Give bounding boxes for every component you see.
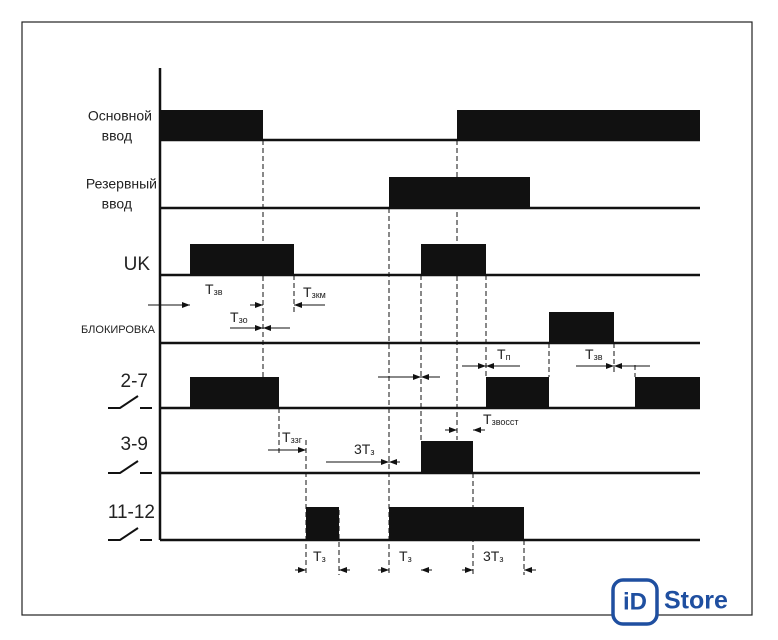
timing-label: Тп [497,346,511,363]
timing-label: Тз [313,548,326,565]
row-label: UK [124,254,151,275]
timing-sub: з [408,554,412,564]
arrows [148,302,650,573]
timing-sub: п [506,352,511,362]
timing-sub: звосст [492,417,519,427]
timing-label: Тзо [230,309,248,326]
pulses [160,110,700,540]
logo: iD Store [611,578,728,626]
timing-main: Т [303,284,312,300]
timing-label: Тз [399,548,412,565]
timing-main: 3Т [354,441,371,457]
row-labels: Основной ввод Резервный ввод UK БЛОКИРОВ… [81,108,157,523]
row-label: Резервный [86,176,157,192]
timing-main: Т [205,281,214,297]
timing-sub: зкм [312,290,326,300]
row-label: 3-9 [121,434,148,455]
frame [21,21,753,616]
timing-main: Т [483,411,492,427]
timing-main: Т [230,309,239,325]
row-label: 11-12 [108,502,155,523]
timing-sub: зо [239,315,248,325]
logo-mark: iD [623,588,647,615]
timing-main: 3Т [483,548,500,564]
timing-main: Т [585,346,594,362]
timing-label: Тзкм [303,284,326,301]
logo-text: Store [664,587,728,615]
timing-sub: з [322,554,326,564]
timing-label: 3Тз [354,441,374,458]
row-label: БЛОКИРОВКА [81,324,156,336]
timing-label: Тззг [282,429,303,446]
timing-main: Т [399,548,408,564]
timing-main: Т [282,429,291,445]
timing-main: Т [313,548,322,564]
timing-sub: з [370,447,374,457]
row-label: ввод [102,128,132,144]
row-label: Основной [88,108,152,124]
timing-main: Т [497,346,506,362]
timing-sub: ззг [291,435,303,445]
timing-sub: зв [594,352,603,362]
timing-sub: зв [214,287,223,297]
row-label: 2-7 [121,371,148,392]
timing-label: 3Тз [483,548,503,565]
timing-label: Тзвосст [483,411,519,428]
switch-symbols [108,395,152,541]
dashed-guides [262,140,636,575]
timing-sub: з [499,554,503,564]
timing-label: Тзв [205,281,223,298]
row-label: ввод [102,196,132,212]
timing-label: Тзв [585,346,603,363]
